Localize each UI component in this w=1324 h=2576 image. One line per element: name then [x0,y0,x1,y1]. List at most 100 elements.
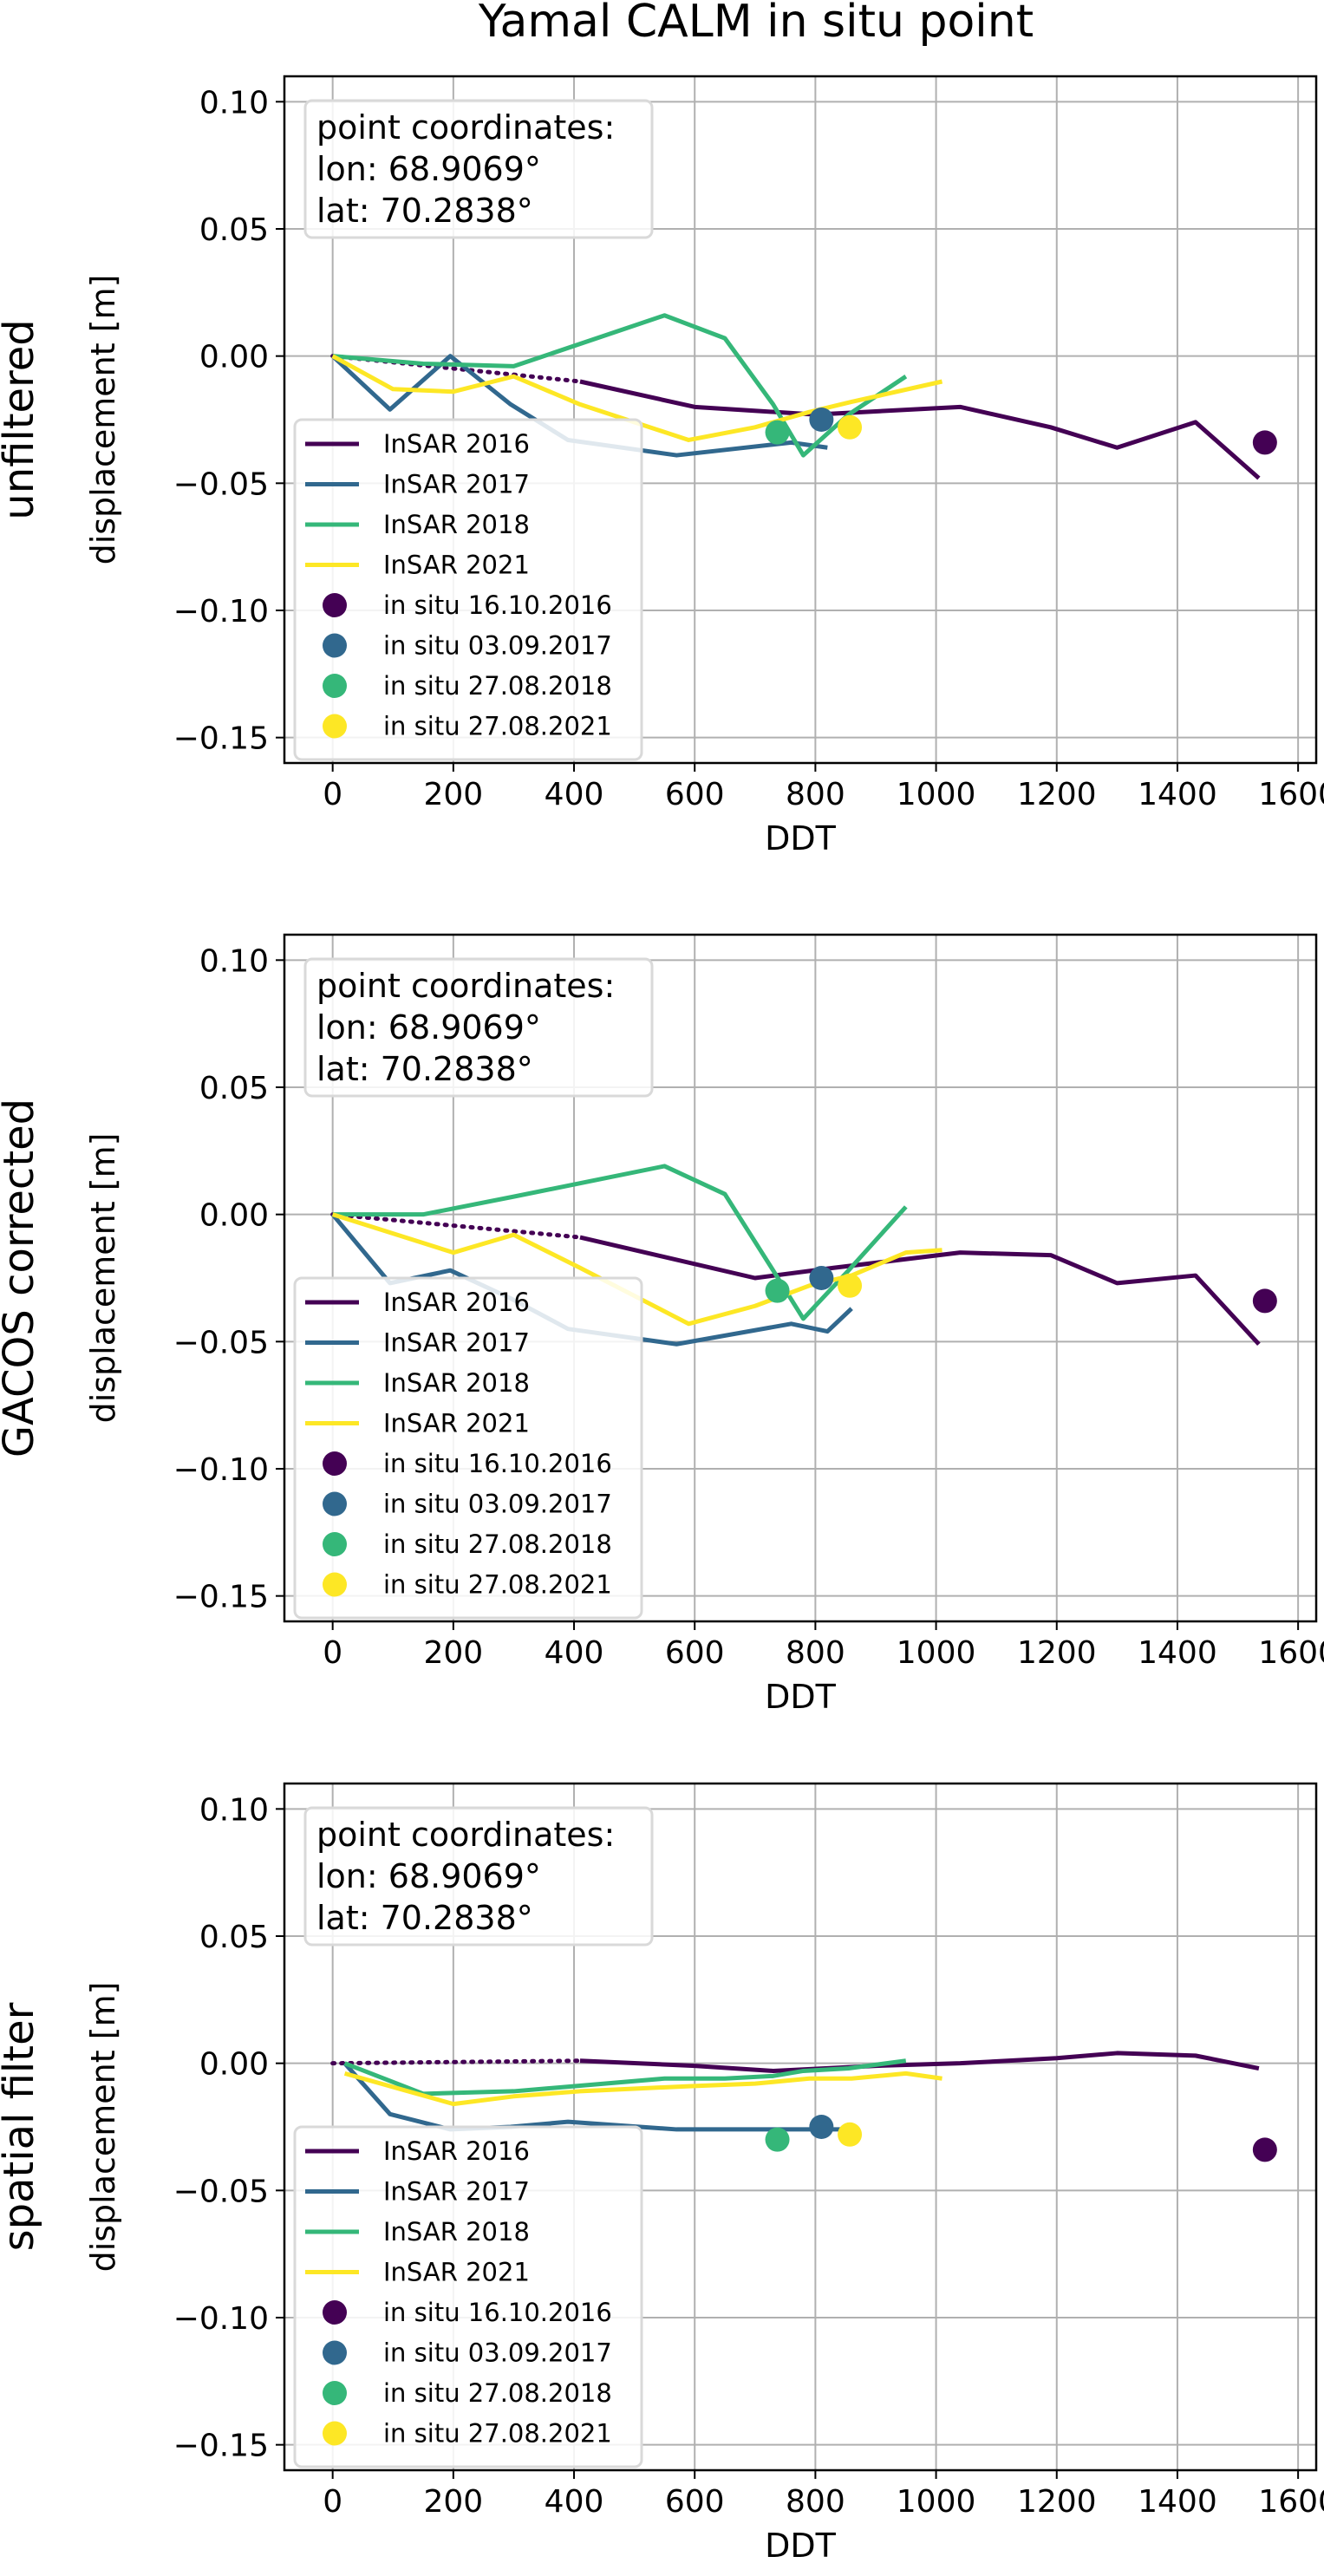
in-situ-point [838,414,863,440]
x-tick-label: 400 [545,2484,604,2520]
legend-label: InSAR 2018 [383,1368,530,1398]
y-tick-label: 0.00 [199,2047,269,2083]
legend-label: in situ 27.08.2021 [383,2419,612,2449]
axes-frame [283,933,1318,1623]
y-tick-label: 0.00 [199,1198,269,1234]
axes-frame [283,75,1318,765]
info-box: point coordinates:lon: 68.9069°lat: 70.2… [303,957,654,1098]
y-tick-label: 0.05 [199,1920,269,1955]
info-box-line: lat: 70.2838° [316,1050,533,1088]
y-tick-label: 0.10 [199,85,269,121]
x-tick-label: 400 [545,777,604,812]
info-box-line: point coordinates: [316,108,615,147]
in-situ-point [765,2127,790,2152]
legend-marker-swatch [323,1572,347,1597]
series-line [331,1212,942,1327]
y-axis-label: displacement [m] [84,275,122,565]
in-situ-point [765,1278,790,1303]
x-tick-label: 1400 [1138,1635,1217,1671]
info-box-line: point coordinates: [316,1816,615,1854]
series-line [579,2051,1260,2073]
x-axis-label: DDT [765,819,837,858]
legend-marker-swatch [323,714,347,739]
series-line [343,2058,907,2097]
y-tick-label: −0.05 [173,2174,269,2209]
x-tick-label: 1000 [897,1635,976,1671]
legend-label: InSAR 2016 [383,2136,530,2166]
in-situ-point [838,2122,863,2147]
x-tick-label: 1400 [1138,2484,1217,2520]
x-tick-label: 200 [423,777,483,812]
x-tick-label: 1200 [1017,777,1097,812]
legend-label: in situ 27.08.2021 [383,712,612,741]
legend-label: InSAR 2018 [383,510,530,539]
x-tick-label: 1400 [1138,777,1217,812]
legend-label: InSAR 2021 [383,1409,530,1438]
legend-label: InSAR 2017 [383,2177,530,2207]
series-line [579,1235,1261,1346]
legend-label: in situ 27.08.2018 [383,1529,612,1559]
series-line [332,1164,908,1321]
legend-label: in situ 03.09.2017 [383,631,612,661]
x-tick-label: 1000 [897,777,976,812]
y-tick-label: 0.10 [199,943,269,979]
legend-frame [293,2125,643,2468]
legend-marker-swatch [323,674,347,698]
in-situ-point [1252,2137,1277,2162]
legend-label: in situ 27.08.2018 [383,2378,612,2408]
legend-label: in situ 16.10.2016 [383,2298,612,2327]
y-tick-label: −0.05 [173,466,269,502]
x-tick-label: 600 [665,1635,725,1671]
info-box-line: lat: 70.2838° [316,192,533,230]
legend-marker-swatch [323,1451,347,1476]
legend-marker-swatch [323,2421,347,2446]
y-tick-label: 0.00 [199,340,269,375]
legend-label: in situ 27.08.2021 [383,1570,612,1600]
legend-label: InSAR 2016 [383,1288,530,1317]
x-tick-label: 200 [423,2484,483,2520]
legend: InSAR 2016 InSAR 2017 InSAR 2018 InSAR 2021… [293,1276,643,1620]
y-tick-label: −0.10 [173,2301,269,2337]
y-axis-label: displacement [m] [84,1982,122,2273]
y-tick-label: −0.05 [173,1325,269,1360]
x-tick-label: 1200 [1017,2484,1097,2520]
in-situ-point [809,1266,834,1290]
row-label: spatial filter [0,2002,43,2251]
legend-label: in situ 27.08.2018 [383,671,612,701]
y-tick-label: 0.05 [199,212,269,248]
y-tick-label: −0.15 [173,2429,269,2464]
legend-marker-swatch [323,2300,347,2325]
legend-label: in situ 16.10.2016 [383,590,612,620]
legend-label: InSAR 2017 [383,470,530,499]
info-box-line: lon: 68.9069° [316,1008,541,1047]
y-tick-label: −0.10 [173,1452,269,1488]
x-tick-label: 600 [665,777,725,812]
x-axis-label: DDT [765,1678,837,1716]
x-tick-label: 0 [323,2484,342,2520]
x-tick-label: 400 [545,1635,604,1671]
figure-title: Yamal CALM in situ point [478,0,1034,48]
legend-marker-swatch [323,2340,347,2365]
row-label: GACOS corrected [0,1099,43,1458]
legend-label: InSAR 2021 [383,2258,530,2287]
x-tick-label: 1200 [1017,1635,1097,1671]
x-tick-label: 0 [323,1635,342,1671]
legend-marker-swatch [323,1532,347,1556]
legend-label: in situ 03.09.2017 [383,1490,612,1519]
x-tick-label: 800 [786,1635,845,1671]
in-situ-point [765,420,790,445]
legend-label: in situ 03.09.2017 [383,2338,612,2368]
legend-marker-swatch [323,1491,347,1516]
info-box-frame [303,1806,654,1947]
y-tick-label: 0.05 [199,1071,269,1106]
in-situ-point [1252,430,1277,455]
info-box-frame [303,957,654,1098]
info-box: point coordinates:lon: 68.9069°lat: 70.2… [303,99,654,239]
info-box-line: lon: 68.9069° [316,1857,541,1895]
